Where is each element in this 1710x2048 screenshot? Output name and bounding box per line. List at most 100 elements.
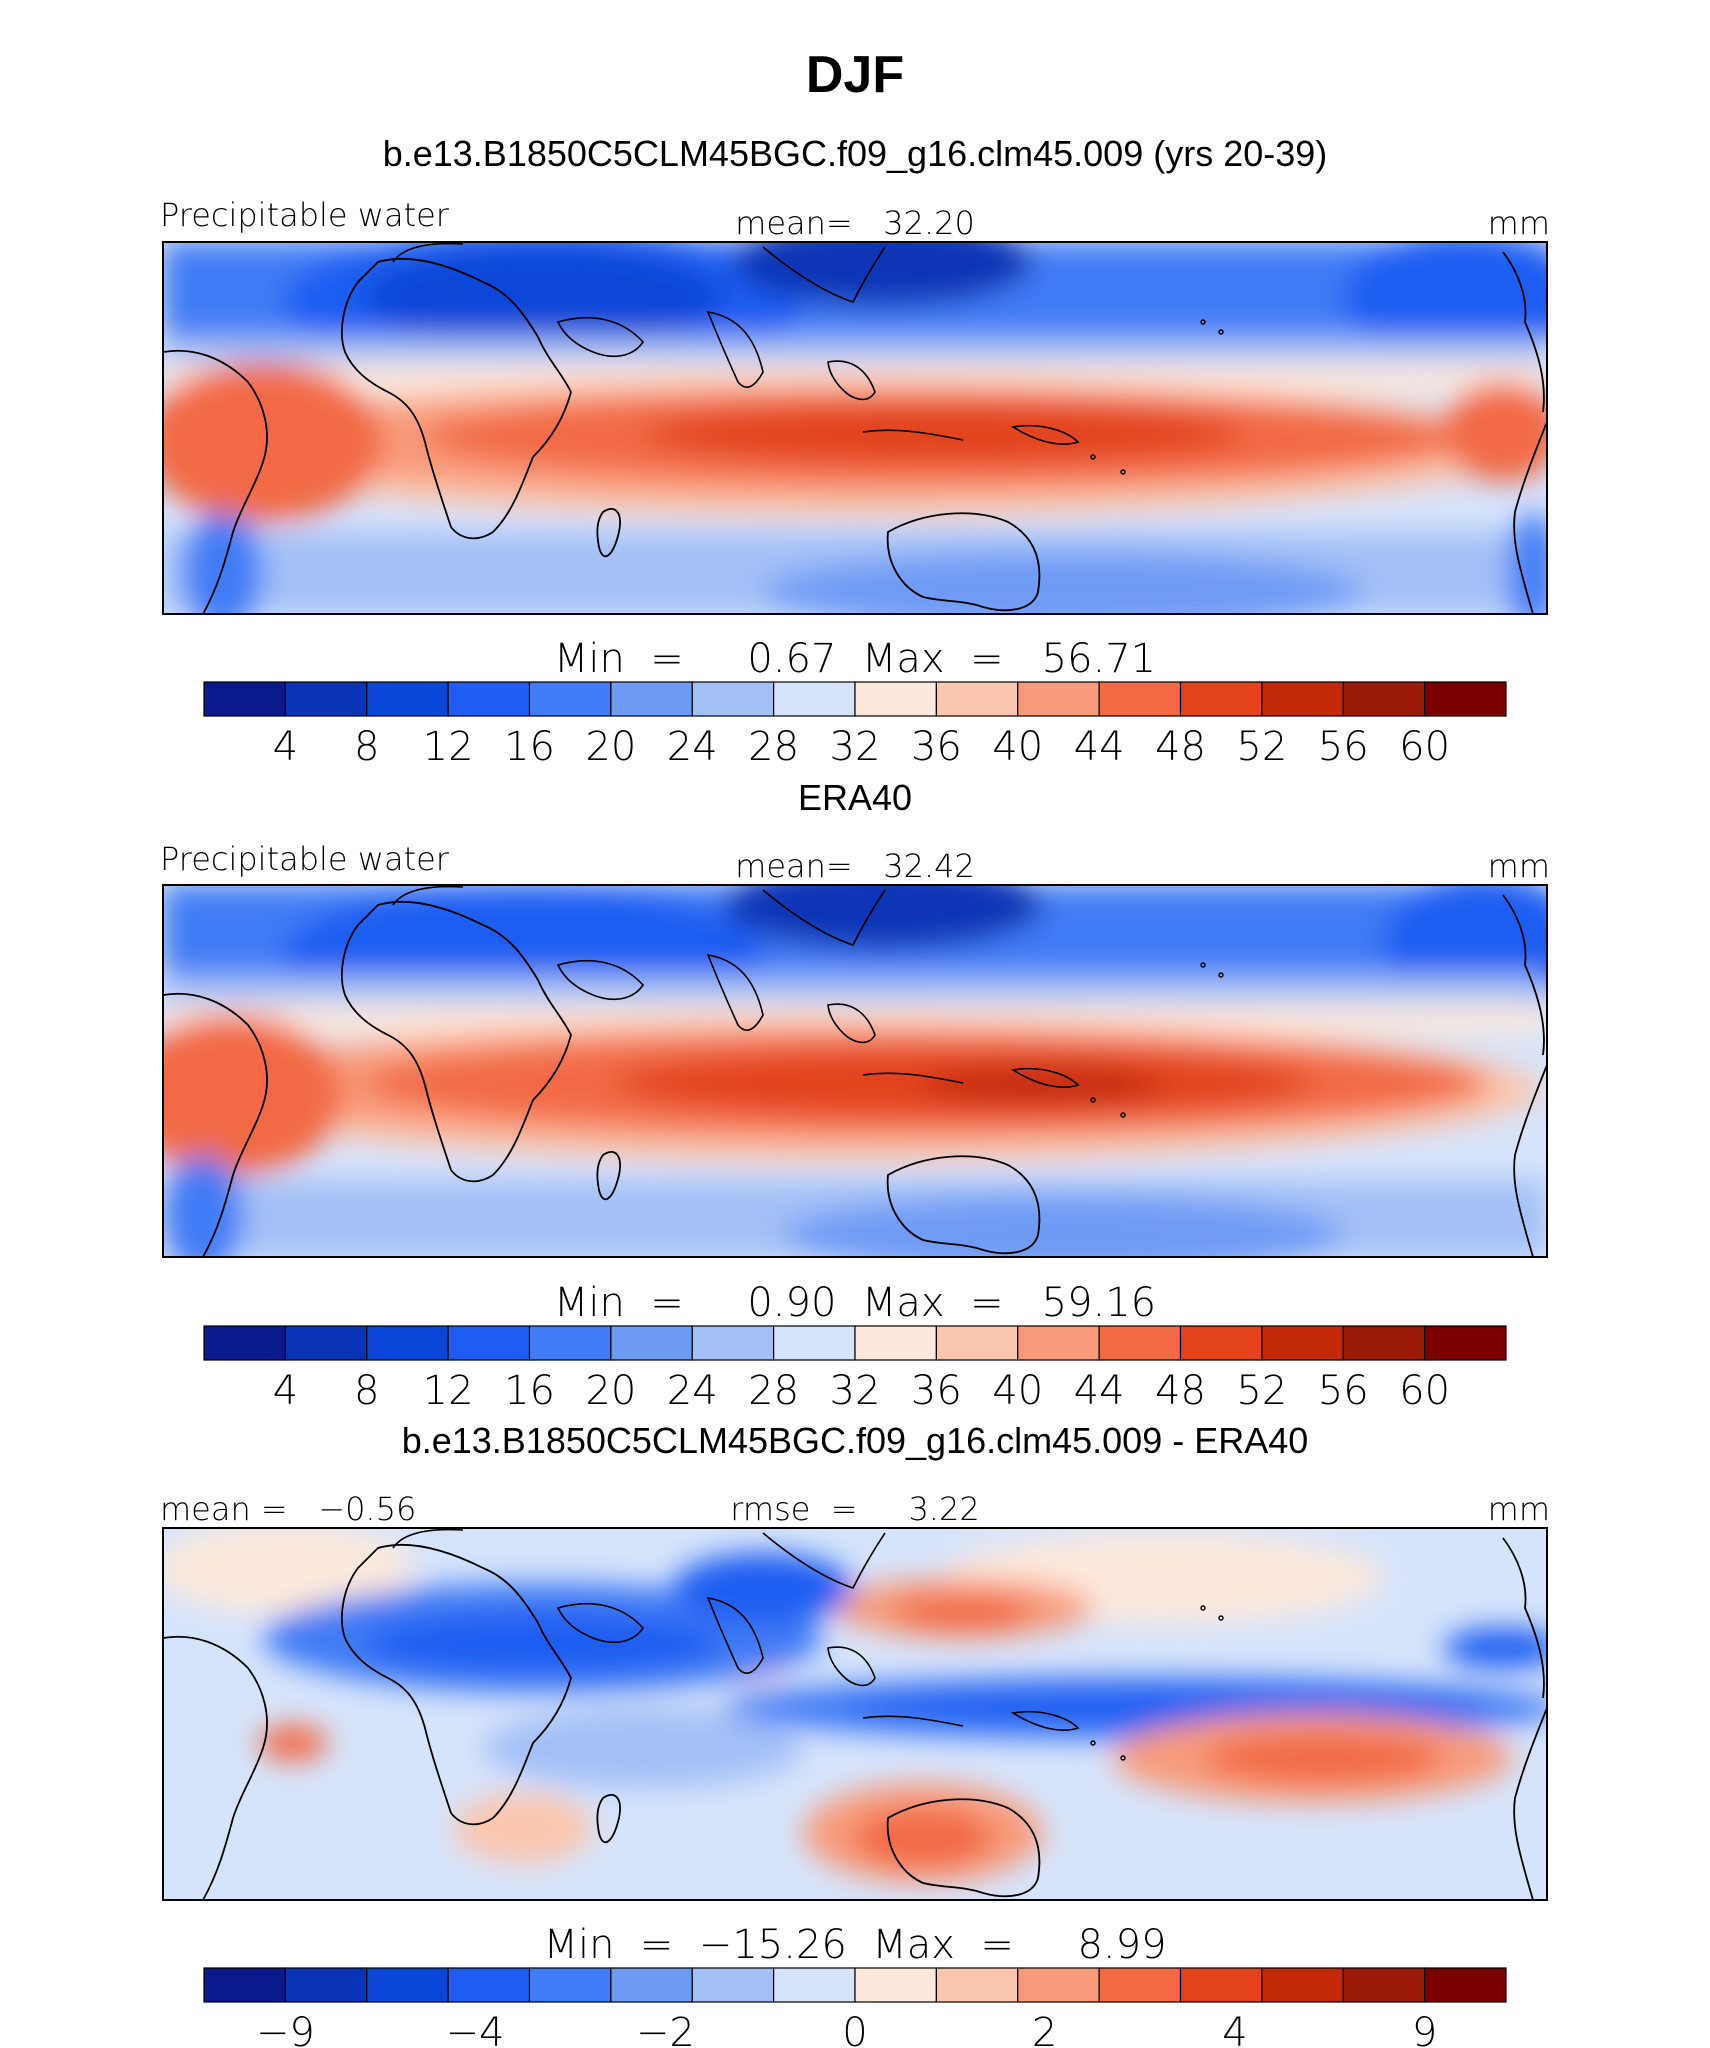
field-label: Precipitable water (160, 840, 450, 878)
map-field (163, 885, 1547, 1257)
panel-model: b.e13.B1850C5CLM45BGC.f09_g16.clm45.009 … (160, 133, 1550, 770)
colorbar-box (935, 1967, 1019, 2003)
colorbar-box (1179, 1967, 1263, 2003)
colorbar-tick-label: 24 (667, 724, 718, 770)
colorbar-tick-label: 32 (830, 1368, 881, 1414)
panel-title: b.e13.B1850C5CLM45BGC.f09_g16.clm45.009 … (383, 133, 1328, 174)
colorbar-tick-label: 12 (423, 724, 474, 770)
panel-title: ERA40 (798, 777, 912, 818)
map-frame (162, 884, 1548, 1258)
colorbar-tick-label: 9 (1412, 2010, 1437, 2048)
colorbar-box (447, 681, 531, 717)
colorbar-box (1098, 1325, 1182, 1361)
colorbar-tick-label: 48 (1155, 724, 1206, 770)
colorbar: −9 −4 −2 0 2 4 9 (203, 1967, 1507, 2048)
colorbar: 4 8 12 16 20 24 28 32 36 40 44 48 52 56 60 (203, 1325, 1507, 1414)
map-field (163, 242, 1547, 614)
minmax-label: Min = −15.26 Max = 8.99 (543, 1922, 1166, 1968)
colorbar-box (1424, 1967, 1507, 2003)
colorbar-box (366, 1967, 449, 2003)
colorbar-tick-label: 56 (1318, 724, 1369, 770)
units-label: mm (1488, 1490, 1550, 1528)
colorbar: 4 8 12 16 20 24 28 32 36 40 44 48 52 56 60 (203, 681, 1507, 770)
colorbar-tick-label: 52 (1236, 1368, 1287, 1414)
colorbar-box (1098, 1967, 1182, 2003)
map-frame (162, 1527, 1548, 1901)
colorbar-box (854, 1325, 937, 1361)
colorbar-box (1342, 1967, 1426, 2003)
colorbar-box (203, 681, 286, 717)
colorbar-tick-label: 12 (423, 1368, 474, 1414)
minmax-label: Min = 0.67 Max = 56.71 (554, 636, 1156, 682)
rmse-label: rmse = 3.22 (730, 1490, 979, 1528)
colorbar-box (528, 681, 612, 717)
colorbar-tick-label: 2 (1032, 2010, 1057, 2048)
colorbar-box (1017, 681, 1100, 717)
colorbar-tick-label: 4 (273, 1368, 298, 1414)
colorbar-tick-label: 32 (830, 724, 881, 770)
colorbar-tick-label: 16 (504, 1368, 555, 1414)
colorbar-tick-label: −2 (636, 2010, 695, 2048)
minmax-label: Min = 0.90 Max = 59.16 (554, 1280, 1156, 1326)
colorbar-box (854, 1967, 937, 2003)
units-label: mm (1488, 204, 1550, 242)
colorbar-box (366, 1325, 449, 1361)
colorbar-box (1342, 1325, 1426, 1361)
mean-label: mean = −0.56 (160, 1490, 416, 1528)
panel-title: b.e13.B1850C5CLM45BGC.f09_g16.clm45.009 … (402, 1420, 1309, 1461)
colorbar-tick-label: 44 (1074, 1368, 1125, 1414)
colorbar-box (691, 1325, 775, 1361)
colorbar-tick-label: 44 (1074, 724, 1125, 770)
units-label: mm (1488, 847, 1550, 885)
colorbar-tick-label: 40 (992, 1368, 1043, 1414)
colorbar-tick-label: 4 (1222, 2010, 1247, 2048)
colorbar-box (1098, 681, 1182, 717)
mean-label: mean= 32.42 (735, 847, 975, 885)
colorbar-tick-label: 40 (992, 724, 1043, 770)
colorbar-tick-label: 28 (748, 724, 799, 770)
colorbar-tick-label: 8 (354, 724, 379, 770)
colorbar-box (1261, 1325, 1344, 1361)
colorbar-box (284, 1967, 368, 2003)
colorbar-tick-label: 36 (911, 1368, 962, 1414)
map-frame (162, 241, 1548, 615)
colorbar-box (284, 1325, 368, 1361)
colorbar-box (773, 1325, 856, 1361)
colorbar-box (610, 1967, 693, 2003)
colorbar-tick-label: 8 (354, 1368, 379, 1414)
colorbar-box (691, 1967, 775, 2003)
colorbar-tick-label: −4 (445, 2010, 504, 2048)
colorbar-tick-label: 60 (1399, 724, 1450, 770)
colorbar-box (1179, 681, 1263, 717)
colorbar-box (528, 1967, 612, 2003)
figure-title: DJF (806, 46, 904, 104)
colorbar-tick-label: 60 (1399, 1368, 1450, 1414)
colorbar-box (1017, 1967, 1100, 2003)
colorbar-box (610, 1325, 693, 1361)
colorbar-box (203, 1967, 286, 2003)
colorbar-box (366, 681, 449, 717)
colorbar-box (284, 681, 368, 717)
colorbar-box (1017, 1325, 1100, 1361)
field-label: Precipitable water (160, 196, 450, 234)
colorbar-tick-label: −9 (256, 2010, 315, 2048)
colorbar-box (773, 1967, 856, 2003)
colorbar-tick-label: 16 (504, 724, 555, 770)
panel-obs: ERA40 Precipitable water mean= 32.42 mm (160, 777, 1550, 1414)
colorbar-box (854, 681, 937, 717)
colorbar-tick-label: 24 (667, 1368, 718, 1414)
map-field (163, 1528, 1547, 1900)
colorbar-box (773, 681, 856, 717)
colorbar-tick-label: 52 (1236, 724, 1287, 770)
colorbar-tick-label: 28 (748, 1368, 799, 1414)
colorbar-box (528, 1325, 612, 1361)
colorbar-tick-label: 56 (1318, 1368, 1369, 1414)
colorbar-tick-label: 20 (585, 724, 636, 770)
colorbar-tick-label: 0 (842, 2010, 867, 2048)
colorbar-tick-label: 20 (585, 1368, 636, 1414)
colorbar-box (1261, 681, 1344, 717)
colorbar-box (1424, 1325, 1507, 1361)
mean-label: mean= 32.20 (735, 204, 975, 242)
colorbar-box (1179, 1325, 1263, 1361)
